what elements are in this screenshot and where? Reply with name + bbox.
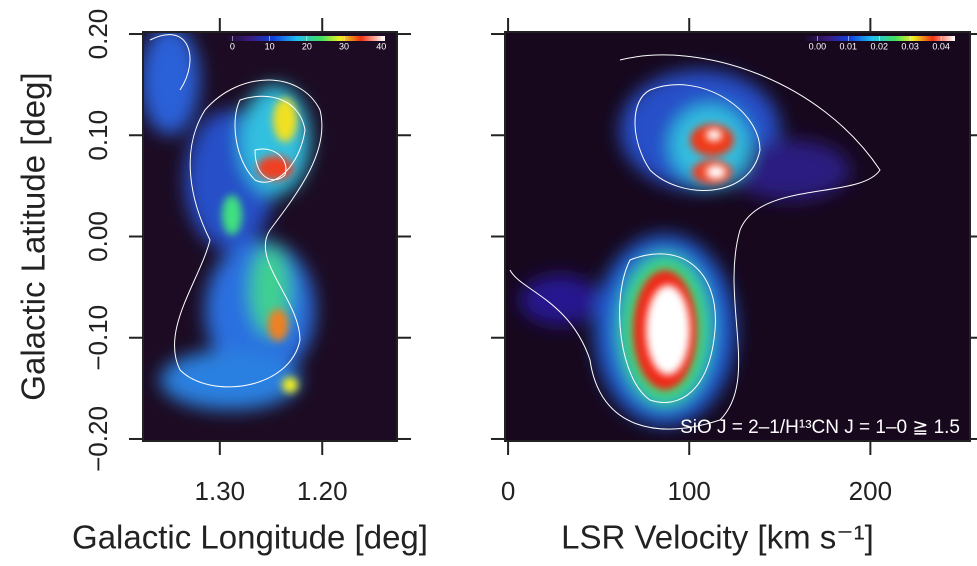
intensity-map xyxy=(143,32,397,441)
x-axis-label: Galactic Longitude [deg] xyxy=(72,519,428,556)
y-tick-label: −0.20 xyxy=(83,406,113,472)
y-axis-label: Galactic Latitude [deg] xyxy=(15,72,52,400)
colorbar-tick-label: 0.00 xyxy=(809,41,827,51)
x-axis-label: LSR Velocity [km s⁻¹] xyxy=(561,519,874,556)
y-tick-label: −0.10 xyxy=(83,305,113,371)
x-tick-label: 200 xyxy=(849,476,892,506)
x-tick-label: 1.30 xyxy=(195,476,246,506)
x-tick-label: 1.20 xyxy=(297,476,348,506)
y-tick-label: 0.00 xyxy=(83,211,113,262)
x-tick-label: 100 xyxy=(668,476,711,506)
colorbar-tick-label: 20 xyxy=(302,41,312,51)
annotation: SiO J = 2–1/H¹³CN J = 1–0 ≧ 1.5 xyxy=(680,417,960,438)
intensity-map xyxy=(505,32,970,441)
y-tick-label: 0.20 xyxy=(83,9,113,60)
colorbar-tick-label: 30 xyxy=(339,41,349,51)
colorbar-tick-label: 0.03 xyxy=(901,41,919,51)
colorbar-tick-label: 0.04 xyxy=(932,41,950,51)
colorbar-tick-label: 40 xyxy=(376,41,386,51)
colorbar xyxy=(805,36,955,41)
y-tick-label: 0.10 xyxy=(83,110,113,161)
colorbar-tick-label: 0.01 xyxy=(840,41,858,51)
x-tick-label: 0 xyxy=(501,476,515,506)
colorbar-tick-label: 0.02 xyxy=(870,41,888,51)
colorbar-tick-label: 10 xyxy=(265,41,275,51)
colorbar-tick-label: 0 xyxy=(230,41,235,51)
colorbar xyxy=(225,36,385,41)
